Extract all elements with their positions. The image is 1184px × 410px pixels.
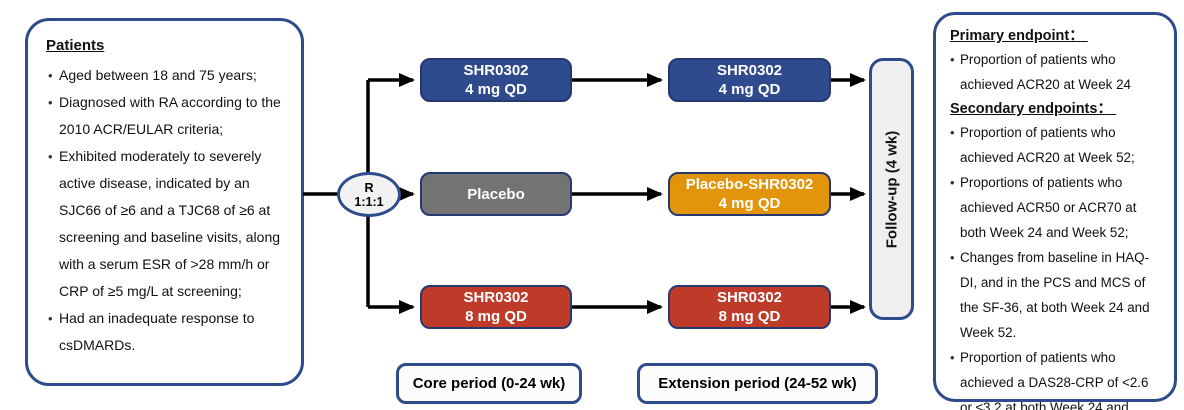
arm-label: Placebo bbox=[467, 185, 525, 203]
bullet-icon: • bbox=[950, 52, 955, 67]
arm-ext-placebo-shr0302: Placebo-SHR0302 4 mg QD bbox=[668, 172, 831, 216]
arm-dose: 8 mg QD bbox=[718, 308, 781, 325]
primary-endpoint-list: • Proportion of patients who achieved ACR… bbox=[948, 47, 1164, 97]
bullet-icon: • bbox=[950, 350, 955, 365]
randomization-node: R 1:1:1 bbox=[337, 172, 401, 217]
list-item: • Aged between 18 and 75 years; bbox=[44, 62, 287, 89]
patients-criteria-list: • Aged between 18 and 75 years; • Diagnose… bbox=[44, 62, 287, 359]
list-item: • Diagnosed with RA according to the 2010… bbox=[44, 89, 287, 143]
list-item: • Exhibited moderately to severely active… bbox=[44, 143, 287, 305]
arm-dose: 4 mg QD bbox=[718, 195, 781, 212]
extension-period-label: Extension period (24-52 wk) bbox=[637, 363, 878, 404]
arm-core-placebo: Placebo bbox=[420, 172, 572, 216]
patients-criteria-panel: Patients • Aged between 18 and 75 years; … bbox=[25, 18, 304, 386]
list-item: • Changes from baseline in HAQ-DI, and in… bbox=[948, 245, 1164, 345]
arm-ext-shr0302-8mg: SHR0302 8 mg QD bbox=[668, 285, 831, 329]
bullet-icon: • bbox=[48, 311, 53, 326]
arm-core-shr0302-4mg: SHR0302 4 mg QD bbox=[420, 58, 572, 102]
arm-dose: 8 mg QD bbox=[465, 308, 527, 325]
core-period-label: Core period (0-24 wk) bbox=[396, 363, 582, 404]
arm-dose: 4 mg QD bbox=[465, 81, 527, 98]
bullet-icon: • bbox=[48, 68, 53, 83]
arm-label: SHR0302 bbox=[716, 62, 783, 79]
list-item: • Proportion of patients who achieved a D… bbox=[948, 345, 1164, 410]
arm-core-shr0302-8mg: SHR0302 8 mg QD bbox=[420, 285, 572, 329]
bullet-icon: • bbox=[950, 125, 955, 140]
followup-label: Follow-up (4 wk) bbox=[883, 130, 900, 248]
randomization-ratio: 1:1:1 bbox=[354, 194, 384, 209]
bullet-icon: • bbox=[950, 175, 955, 190]
list-item: • Had an inadequate response to csDMARDs. bbox=[44, 305, 287, 359]
bullet-icon: • bbox=[48, 149, 53, 164]
list-item: • Proportions of patients who achieved AC… bbox=[948, 170, 1164, 245]
bullet-icon: • bbox=[950, 250, 955, 265]
bullet-icon: • bbox=[48, 95, 53, 110]
arm-label: SHR0302 bbox=[716, 289, 783, 306]
arm-label: SHR0302 bbox=[463, 289, 529, 306]
arm-label: SHR0302 bbox=[463, 62, 529, 79]
randomization-letter: R bbox=[364, 180, 374, 195]
list-item: • Proportion of patients who achieved ACR… bbox=[948, 120, 1164, 170]
arm-dose: 4 mg QD bbox=[718, 81, 781, 98]
endpoints-panel: Primary endpoint： • Proportion of patient… bbox=[933, 12, 1177, 410]
followup-box: Follow-up (4 wk) bbox=[869, 58, 914, 320]
secondary-endpoints-list: • Proportion of patients who achieved ACR… bbox=[948, 120, 1164, 410]
arm-label: Placebo-SHR0302 bbox=[685, 176, 814, 193]
secondary-endpoints-heading: Secondary endpoints： bbox=[950, 101, 1116, 117]
primary-endpoint-heading: Primary endpoint： bbox=[950, 28, 1088, 44]
arm-ext-shr0302-4mg: SHR0302 4 mg QD bbox=[668, 58, 831, 102]
patients-title: Patients bbox=[46, 37, 105, 54]
list-item: • Proportion of patients who achieved ACR… bbox=[948, 47, 1164, 97]
